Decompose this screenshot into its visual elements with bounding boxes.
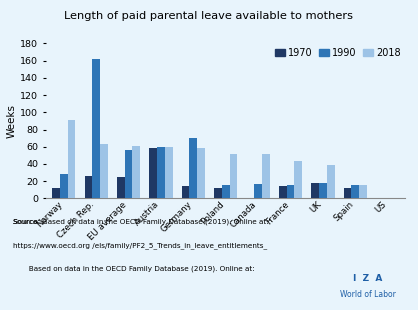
Bar [359, 185, 367, 198]
Bar [327, 165, 334, 198]
Bar [68, 120, 76, 198]
Bar [287, 185, 294, 198]
Text: World of Labor: World of Labor [340, 290, 396, 299]
Bar [294, 162, 302, 198]
Bar [214, 188, 222, 198]
Bar [52, 188, 60, 198]
Bar [92, 59, 100, 198]
Bar [254, 184, 262, 198]
Bar [125, 150, 133, 198]
Bar [60, 174, 68, 198]
Text: Source: Based on data in the OECD Family Database (2019). Online at:: Source: Based on data in the OECD Family… [13, 219, 268, 225]
Text: Source:: Source: [13, 219, 40, 224]
Bar [311, 183, 319, 198]
Bar [100, 144, 108, 198]
Bar [319, 183, 327, 198]
Text: I  Z  A: I Z A [353, 274, 382, 283]
Y-axis label: Weeks: Weeks [6, 104, 16, 138]
Bar [133, 146, 140, 198]
Bar [229, 154, 237, 198]
Bar [189, 138, 197, 198]
Text: Length of paid parental leave available to mothers: Length of paid parental leave available … [64, 11, 354, 21]
Bar [197, 148, 205, 198]
Bar [279, 186, 287, 198]
Bar [165, 147, 173, 198]
Bar [149, 148, 157, 198]
Bar [84, 176, 92, 198]
Bar [262, 154, 270, 198]
Bar [222, 185, 229, 198]
Bar [157, 147, 165, 198]
Bar [182, 186, 189, 198]
Bar [352, 185, 359, 198]
Bar [117, 177, 125, 198]
Text: https://www.oecd.org /els/family/PF2_5_Trends_in_leave_entitlements_: https://www.oecd.org /els/family/PF2_5_T… [13, 242, 267, 249]
Text: Based on data in the OECD Family Database (2019). Online at:: Based on data in the OECD Family Databas… [13, 265, 254, 272]
Bar [344, 188, 352, 198]
Legend: 1970, 1990, 2018: 1970, 1990, 2018 [275, 48, 400, 58]
